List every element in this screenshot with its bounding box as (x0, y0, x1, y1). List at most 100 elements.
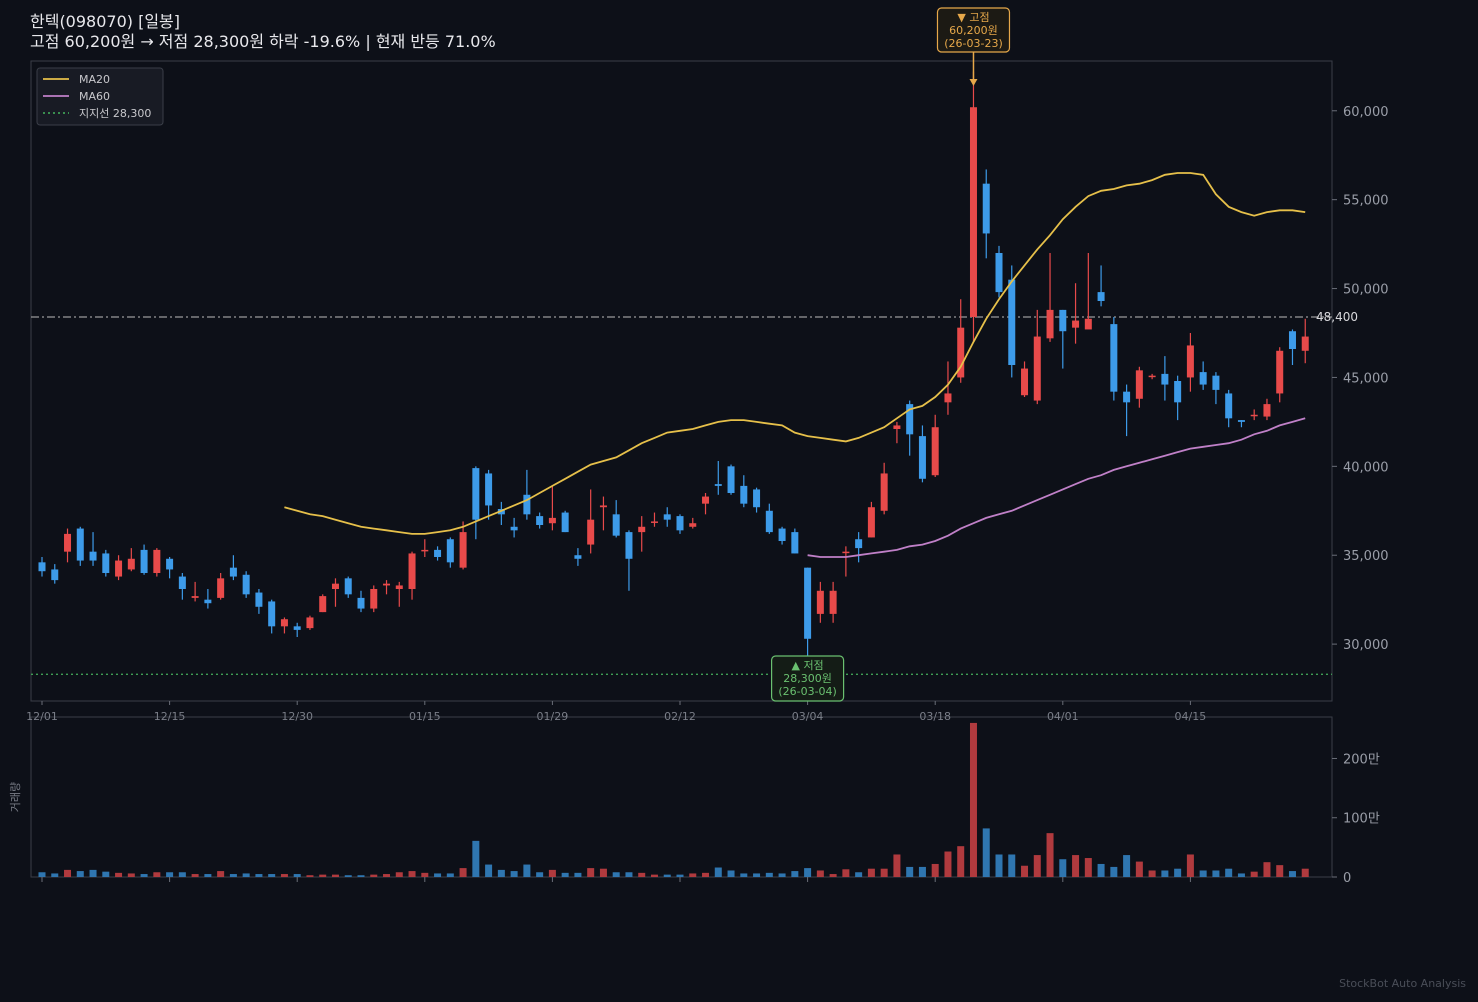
volume-bar (357, 875, 365, 877)
candle-body (1084, 318, 1092, 330)
volume-bar (1161, 870, 1169, 877)
volume-bar (1199, 870, 1207, 877)
candle-body (1186, 345, 1194, 378)
candle (1021, 361, 1029, 397)
candle (702, 493, 710, 515)
candle-body (421, 549, 429, 552)
candle (842, 546, 850, 577)
candle-body (191, 596, 199, 598)
candle (969, 71, 977, 342)
candle-body (242, 574, 250, 595)
volume-bar (1263, 862, 1271, 877)
candle (1174, 375, 1182, 421)
candle (791, 528, 799, 554)
candle-body (855, 539, 863, 549)
x-tick-label: 12/30 (281, 710, 313, 723)
candle (383, 580, 391, 595)
volume-bar (1250, 871, 1258, 877)
volume-bar (1174, 868, 1182, 877)
candle (957, 299, 965, 383)
volume-bar (612, 872, 620, 877)
candle-body (1097, 292, 1105, 301)
x-tick-label: 03/18 (919, 710, 951, 723)
trough-annotation-date: (26-03-04) (778, 685, 837, 698)
candle-body (1008, 279, 1016, 365)
candle-body (1059, 309, 1067, 332)
volume-bar (638, 872, 646, 877)
candle (229, 555, 237, 581)
candle (676, 514, 684, 534)
x-tick-label: 04/15 (1175, 710, 1207, 723)
volume-bar (242, 873, 250, 877)
candle (740, 475, 748, 508)
candle-body (1161, 373, 1169, 385)
volume-bar (1046, 833, 1054, 877)
volume-bar (931, 863, 939, 877)
candle (1263, 398, 1271, 421)
candle-body (1250, 414, 1258, 417)
price-y-tick-label: 35,000 (1343, 549, 1389, 564)
volume-y-tick-label: 100만 (1343, 812, 1380, 827)
candle (1186, 333, 1194, 392)
candle-body (676, 516, 684, 531)
price-y-tick-label: 55,000 (1343, 194, 1389, 209)
volume-bar (574, 872, 582, 877)
candle (753, 487, 761, 513)
legend-box (36, 67, 164, 126)
candle (1276, 347, 1284, 403)
volume-bar (1059, 859, 1067, 877)
candle (599, 496, 607, 531)
candle-body (944, 393, 952, 403)
candle (1237, 420, 1245, 428)
volume-bar (1072, 855, 1080, 877)
candle-body (1072, 320, 1080, 328)
volume-bar (778, 873, 786, 877)
volume-bar (1212, 870, 1220, 877)
candle (242, 571, 250, 598)
peak-annotation-price: 60,200원 (949, 24, 998, 37)
candle (64, 528, 72, 563)
candle-body (804, 567, 812, 639)
volume-bar (599, 868, 607, 877)
volume-bar (944, 851, 952, 877)
candle-body (880, 473, 888, 511)
candle (689, 517, 697, 529)
volume-bar (753, 873, 761, 877)
x-tick-label: 01/15 (409, 710, 441, 723)
candle (548, 485, 556, 531)
volume-bar (383, 874, 391, 877)
candle (370, 585, 378, 613)
chart-title: 한텍(098070) [일봉] (30, 12, 181, 31)
volume-bar (1110, 866, 1118, 877)
candle (497, 501, 505, 525)
candle (1123, 384, 1131, 437)
candle (867, 501, 875, 538)
volume-bar (485, 864, 493, 877)
candle (625, 530, 633, 591)
candle (1135, 366, 1143, 408)
x-tick-label: 04/01 (1047, 710, 1079, 723)
volume-bar (1148, 870, 1156, 877)
candle (893, 421, 901, 444)
volume-bar (472, 840, 480, 877)
candle (778, 526, 786, 545)
candle (357, 590, 365, 613)
candle-body (293, 626, 301, 630)
candle-body (599, 505, 607, 508)
candle (115, 555, 123, 581)
candle-body (650, 521, 658, 523)
volume-bar (880, 868, 888, 877)
price-y-tick-label: 60,000 (1343, 105, 1389, 120)
candle-body (1263, 404, 1271, 417)
candle-body (1110, 324, 1118, 392)
candle-body (446, 539, 454, 563)
candle (995, 245, 1003, 298)
candle (191, 581, 199, 602)
candle-body (1225, 393, 1233, 419)
volume-bar (229, 874, 237, 877)
candle-body (816, 590, 824, 614)
volume-bar (548, 869, 556, 877)
candle (1148, 373, 1156, 380)
candle (1033, 309, 1041, 405)
volume-bar (714, 867, 722, 877)
